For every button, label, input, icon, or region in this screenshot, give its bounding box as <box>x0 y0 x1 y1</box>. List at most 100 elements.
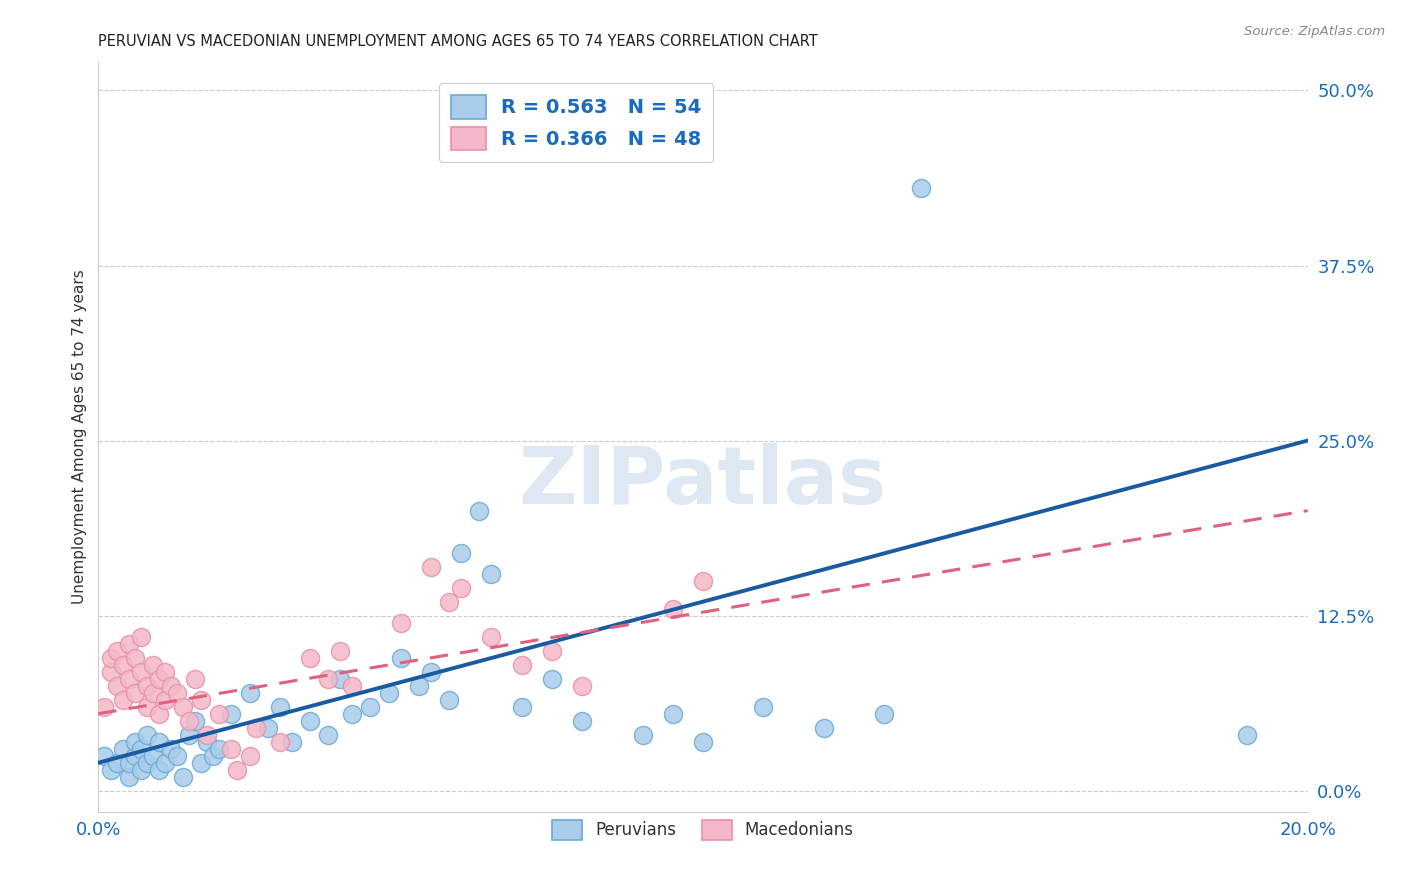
Point <box>408 679 430 693</box>
Point <box>692 574 714 588</box>
Point <box>153 665 176 679</box>
Point <box>129 665 152 679</box>
Point <box>184 672 207 686</box>
Point <box>256 721 278 735</box>
Point <box>166 686 188 700</box>
Point <box>111 657 134 672</box>
Point <box>179 714 201 728</box>
Point <box>118 672 141 686</box>
Point <box>135 756 157 770</box>
Point <box>437 692 460 706</box>
Point <box>195 728 218 742</box>
Point <box>540 672 562 686</box>
Point <box>105 756 128 770</box>
Text: ZIPatlas: ZIPatlas <box>519 443 887 521</box>
Point <box>221 741 243 756</box>
Point <box>111 692 134 706</box>
Point <box>111 741 134 756</box>
Point <box>195 734 218 748</box>
Point <box>661 706 683 721</box>
Point <box>142 657 165 672</box>
Point <box>129 741 152 756</box>
Point <box>135 679 157 693</box>
Point <box>239 748 262 763</box>
Point <box>481 566 503 581</box>
Point <box>142 686 165 700</box>
Point <box>105 679 128 693</box>
Point <box>100 665 122 679</box>
Point <box>118 756 141 770</box>
Point <box>100 763 122 777</box>
Point <box>153 692 176 706</box>
Point <box>571 714 593 728</box>
Text: Source: ZipAtlas.com: Source: ZipAtlas.com <box>1244 25 1385 38</box>
Point <box>510 657 533 672</box>
Point <box>631 728 654 742</box>
Point <box>540 643 562 657</box>
Point <box>269 734 291 748</box>
Point <box>281 734 304 748</box>
Point <box>226 763 249 777</box>
Text: PERUVIAN VS MACEDONIAN UNEMPLOYMENT AMONG AGES 65 TO 74 YEARS CORRELATION CHART: PERUVIAN VS MACEDONIAN UNEMPLOYMENT AMON… <box>98 34 818 49</box>
Point <box>239 686 262 700</box>
Point <box>172 699 194 714</box>
Point <box>389 650 412 665</box>
Point <box>166 748 188 763</box>
Point <box>124 686 146 700</box>
Point <box>389 615 412 630</box>
Point <box>299 650 322 665</box>
Point <box>179 728 201 742</box>
Point <box>420 559 443 574</box>
Point <box>692 734 714 748</box>
Point <box>316 728 339 742</box>
Point <box>148 734 170 748</box>
Point <box>135 699 157 714</box>
Point <box>208 706 231 721</box>
Point <box>118 637 141 651</box>
Point <box>190 756 212 770</box>
Point <box>105 643 128 657</box>
Point <box>160 679 183 693</box>
Point <box>571 679 593 693</box>
Point <box>93 699 115 714</box>
Point <box>124 734 146 748</box>
Point <box>450 581 472 595</box>
Point <box>184 714 207 728</box>
Point <box>124 748 146 763</box>
Point <box>468 503 491 517</box>
Point <box>420 665 443 679</box>
Point <box>377 686 399 700</box>
Point <box>160 741 183 756</box>
Point <box>172 770 194 784</box>
Point <box>135 728 157 742</box>
Point <box>360 699 382 714</box>
Point <box>124 650 146 665</box>
Point <box>190 692 212 706</box>
Point <box>873 706 896 721</box>
Point <box>148 763 170 777</box>
Point <box>100 650 122 665</box>
Point <box>299 714 322 728</box>
Point <box>329 672 352 686</box>
Point <box>202 748 225 763</box>
Point <box>329 643 352 657</box>
Point <box>93 748 115 763</box>
Point <box>153 756 176 770</box>
Point <box>342 679 364 693</box>
Point <box>148 672 170 686</box>
Point <box>245 721 267 735</box>
Point <box>510 699 533 714</box>
Point <box>481 630 503 644</box>
Point <box>221 706 243 721</box>
Point <box>316 672 339 686</box>
Point <box>661 601 683 615</box>
Point <box>208 741 231 756</box>
Point <box>342 706 364 721</box>
Point <box>148 706 170 721</box>
Point <box>129 630 152 644</box>
Point <box>1236 728 1258 742</box>
Point <box>118 770 141 784</box>
Point <box>437 594 460 608</box>
Point <box>813 721 835 735</box>
Point <box>910 181 932 195</box>
